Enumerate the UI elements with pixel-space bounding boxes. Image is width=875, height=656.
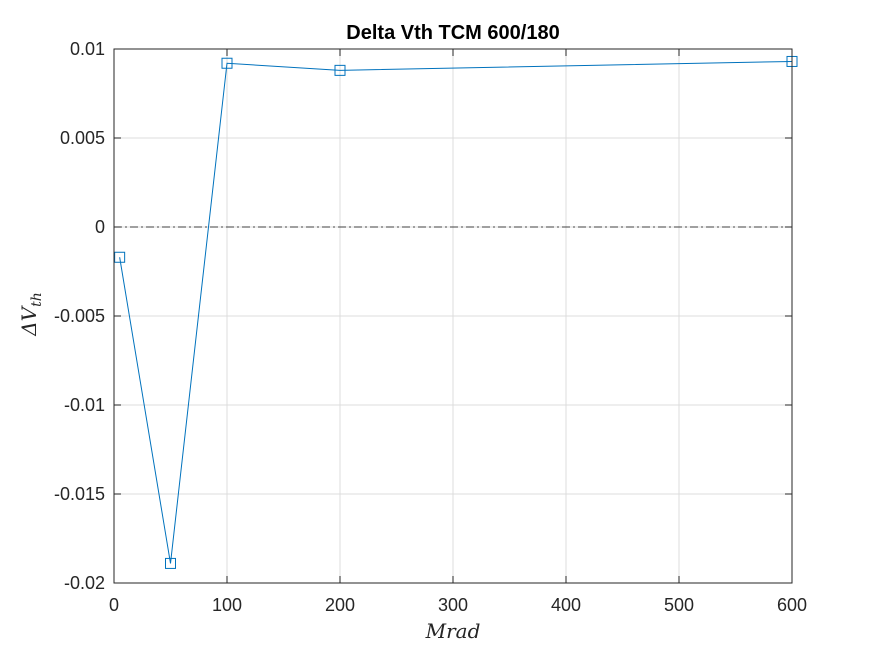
- x-tick-label: 0: [109, 595, 119, 615]
- x-axis-label: Mrad: [425, 619, 481, 643]
- x-tick-label: 600: [777, 595, 807, 615]
- data-point-marker: [221, 57, 233, 69]
- y-tick-label: -0.02: [64, 573, 105, 593]
- y-tick-label: 0.01: [70, 39, 105, 59]
- data-point-marker: [165, 557, 176, 569]
- x-tick-label: 400: [551, 595, 581, 615]
- y-tick-label: -0.005: [54, 306, 105, 326]
- y-tick-label: 0: [95, 217, 105, 237]
- y-axis-label: ΔVth: [17, 292, 45, 337]
- chart-title: Delta Vth TCM 600/180: [346, 22, 559, 44]
- x-tick-label: 200: [325, 595, 355, 615]
- y-tick-label: 0.005: [60, 128, 105, 148]
- y-tick-label: -0.01: [64, 395, 105, 415]
- data-point-marker: [334, 64, 346, 76]
- x-tick-label: 500: [664, 595, 694, 615]
- data-point-marker: [114, 251, 126, 263]
- series-layer: [114, 55, 798, 569]
- x-tick-label: 300: [438, 595, 468, 615]
- tick-marks: [113, 48, 793, 584]
- tick-labels: 0 100 200 300 400 500 600 0.01 0.005 0 -0.005 -0.01…: [54, 39, 807, 615]
- y-tick-label: -0.015: [54, 484, 105, 504]
- x-tick-label: 100: [212, 595, 242, 615]
- series-line: [119, 60, 793, 564]
- y-axis-label-subscript: th: [29, 292, 45, 307]
- y-axis-label-main: ΔV: [17, 304, 41, 336]
